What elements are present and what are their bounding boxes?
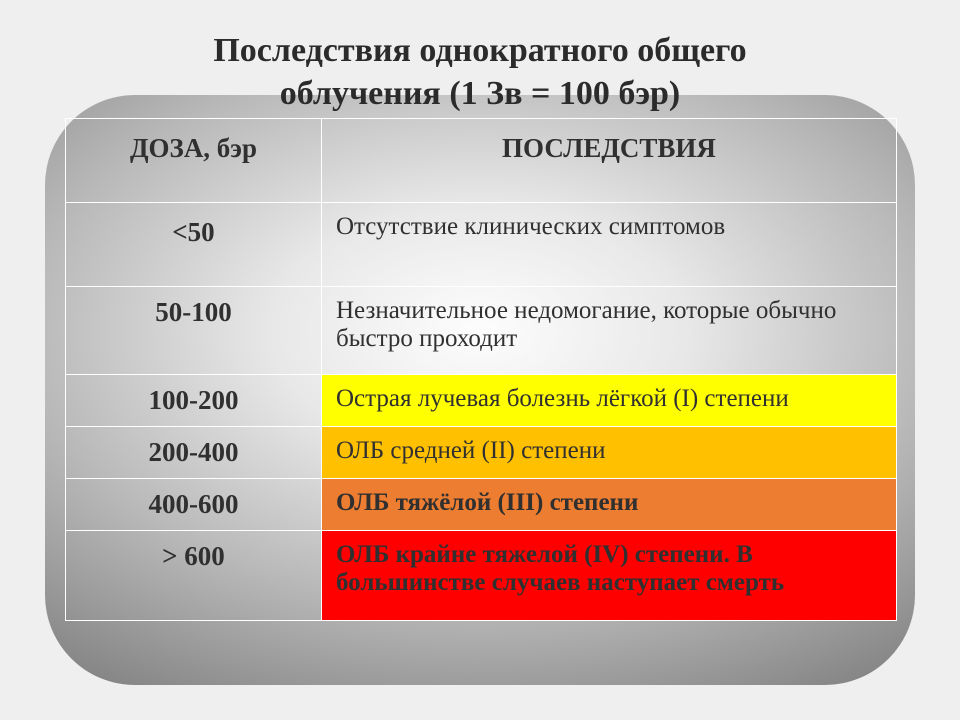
table-header-row: ДОЗА, бэр ПОСЛЕДСТВИЯ (66, 119, 897, 203)
cell-effect: ОЛБ тяжёлой (III) степени (322, 479, 897, 531)
cell-dose: 50-100 (66, 287, 322, 375)
header-effects: ПОСЛЕДСТВИЯ (322, 119, 897, 203)
table-row: <50 Отсутствие клинических симптомов (66, 203, 897, 287)
cell-dose: > 600 (66, 531, 322, 621)
table-row: 400-600 ОЛБ тяжёлой (III) степени (66, 479, 897, 531)
cell-effect: Острая лучевая болезнь лёгкой (I) степен… (322, 375, 897, 427)
cell-dose: <50 (66, 203, 322, 287)
cell-effect: Незначительное недомогание, которые обыч… (322, 287, 897, 375)
table-row: 100-200 Острая лучевая болезнь лёгкой (I… (66, 375, 897, 427)
slide: Последствия однократного общего облучени… (0, 0, 960, 720)
cell-dose: 400-600 (66, 479, 322, 531)
title-line-2: облучения (1 Зв = 100 бэр) (280, 75, 681, 112)
table-row: 50-100 Незначительное недомогание, котор… (66, 287, 897, 375)
cell-effect: Отсутствие клинических симптомов (322, 203, 897, 287)
radiation-effects-table: ДОЗА, бэр ПОСЛЕДСТВИЯ <50 Отсутствие кли… (65, 118, 897, 621)
header-dose: ДОЗА, бэр (66, 119, 322, 203)
table-row: 200-400 ОЛБ средней (II) степени (66, 427, 897, 479)
cell-dose: 100-200 (66, 375, 322, 427)
cell-effect: ОЛБ крайне тяжелой (IV) степени. В больш… (322, 531, 897, 621)
title-line-1: Последствия однократного общего (213, 32, 746, 69)
cell-dose: 200-400 (66, 427, 322, 479)
cell-effect: ОЛБ средней (II) степени (322, 427, 897, 479)
slide-title: Последствия однократного общего облучени… (0, 30, 960, 115)
table-row: > 600 ОЛБ крайне тяжелой (IV) степени. В… (66, 531, 897, 621)
